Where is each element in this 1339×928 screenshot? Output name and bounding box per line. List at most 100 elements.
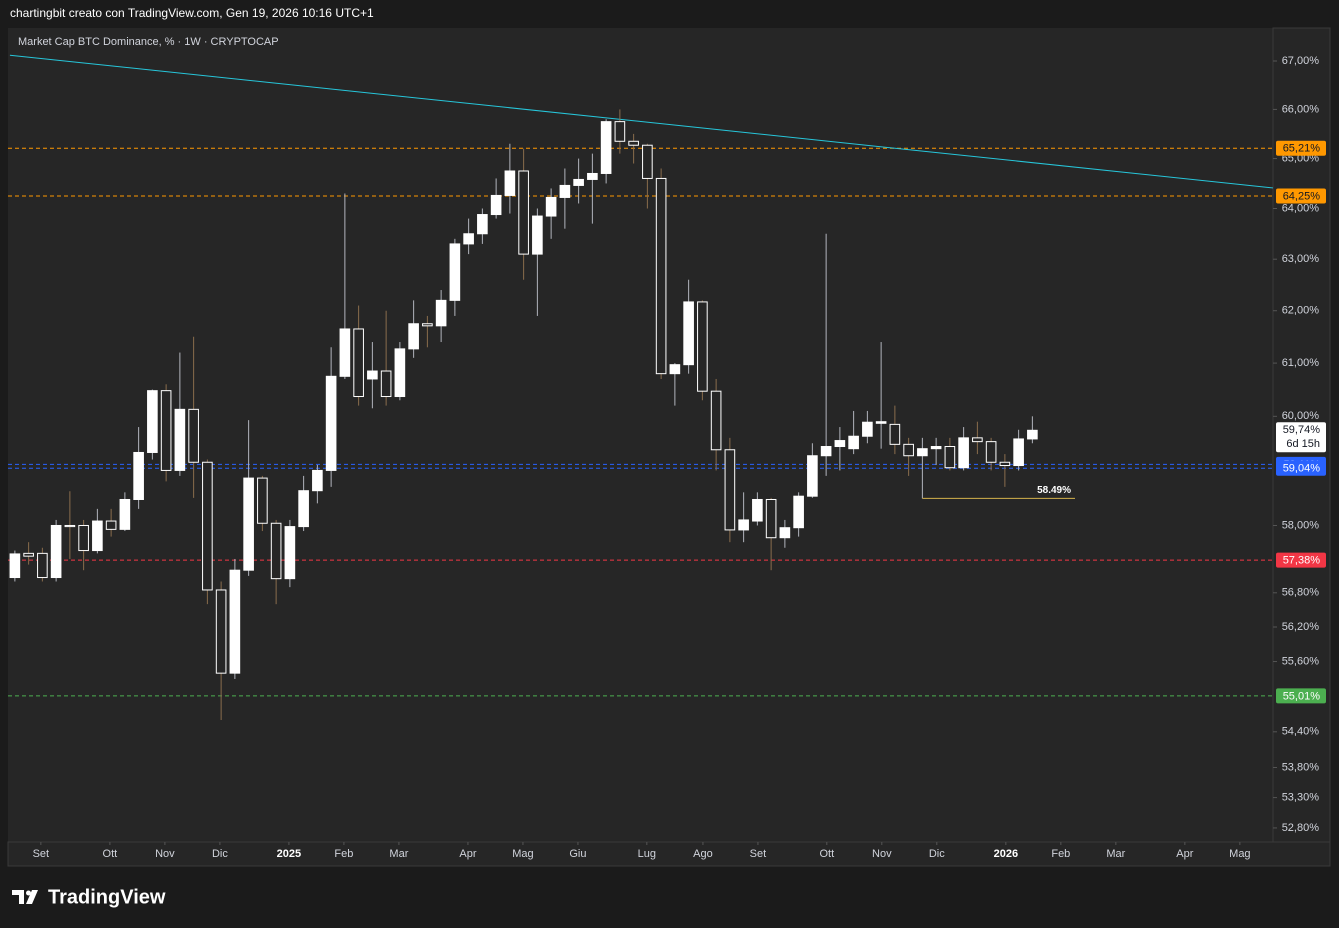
level-badge <box>1276 688 1326 704</box>
level-badge <box>1276 460 1326 476</box>
candle-body <box>463 233 474 245</box>
logo-text: TradingView <box>48 886 166 908</box>
candle-body <box>614 121 626 142</box>
candle-body <box>710 390 722 451</box>
candle-body <box>779 527 791 539</box>
candle-body <box>160 390 172 471</box>
candle-body <box>848 435 859 450</box>
candle-body <box>408 323 419 350</box>
candle-body <box>394 348 406 398</box>
y-tick-label: 53,30% <box>1282 791 1320 803</box>
level-badge <box>1276 140 1326 156</box>
x-tick-label: Feb <box>334 848 353 860</box>
candle-body <box>133 451 144 500</box>
x-tick-label: Dic <box>212 848 228 860</box>
candle-body <box>889 423 901 445</box>
y-tick-label: 58,00% <box>1282 519 1320 531</box>
x-tick-label: Apr <box>1176 848 1193 860</box>
x-tick-label: Feb <box>1051 848 1070 860</box>
candle-body <box>807 455 818 497</box>
x-tick-label: Ott <box>103 848 118 860</box>
candle-body <box>477 214 488 235</box>
candle-body <box>325 375 337 471</box>
candle-body <box>573 178 584 186</box>
x-tick-label: 2026 <box>994 848 1018 860</box>
candle-body <box>628 140 639 146</box>
last-label: 59,74% <box>1283 424 1321 436</box>
candle-body <box>600 121 612 174</box>
candle-body <box>972 437 983 443</box>
candle-body <box>490 194 502 216</box>
candle-body <box>1027 429 1038 440</box>
level-label: 57,38% <box>1283 554 1321 566</box>
candle-body <box>642 144 653 179</box>
candle-body <box>518 170 529 255</box>
candle-body <box>449 243 461 301</box>
x-tick-label: Apr <box>459 848 476 860</box>
candle-body <box>1013 438 1024 467</box>
candle-body <box>284 526 296 580</box>
candle-body <box>655 177 667 375</box>
y-tick-label: 60,00% <box>1282 410 1320 422</box>
candle-body <box>174 408 186 471</box>
annotation-label: 58.49% <box>1037 485 1071 496</box>
candle-body <box>64 524 76 528</box>
level-badge <box>1276 188 1326 204</box>
y-tick-label: 52,80% <box>1282 822 1320 834</box>
logo-icon <box>12 890 38 904</box>
candle-body <box>298 490 309 528</box>
x-tick-label: Nov <box>872 848 892 860</box>
candle-body <box>270 522 282 580</box>
y-tick-label: 64,00% <box>1282 202 1320 214</box>
candle-body <box>188 408 199 463</box>
candle-body <box>50 524 62 579</box>
x-tick-label: Set <box>750 848 767 860</box>
x-tick-label: Ott <box>819 848 834 860</box>
candle-body <box>944 446 956 469</box>
candle-body <box>697 301 708 392</box>
candle-body <box>875 421 887 424</box>
x-tick-label: Set <box>33 848 50 860</box>
time-axis <box>7 841 1331 867</box>
candle-body <box>243 477 254 571</box>
y-tick-label: 61,00% <box>1282 357 1320 369</box>
candle-body <box>37 552 48 579</box>
y-tick-label: 54,40% <box>1282 726 1320 738</box>
candle-body <box>380 370 392 398</box>
candle-body <box>202 461 213 591</box>
y-tick-label: 56,80% <box>1282 587 1320 599</box>
candle-body <box>587 172 598 180</box>
candle-body <box>422 323 433 327</box>
x-tick-label: Mar <box>389 848 408 860</box>
last-badge <box>1276 422 1326 453</box>
candle-body <box>834 440 846 448</box>
y-tick-label: 53,80% <box>1282 761 1320 773</box>
level-label: 65,21% <box>1283 143 1321 155</box>
candle-body <box>92 520 103 552</box>
candle-body <box>229 569 241 674</box>
candle-body <box>353 328 364 398</box>
level-badge <box>1276 552 1326 568</box>
candle-body <box>119 498 131 530</box>
y-tick-label: 62,00% <box>1282 305 1320 317</box>
header: chartingbit creato con TradingView.com, … <box>10 6 374 20</box>
candle-body <box>312 469 323 492</box>
x-tick-label: Dic <box>929 848 945 860</box>
logo-dot <box>26 890 31 896</box>
x-tick-label: 2025 <box>277 848 301 860</box>
candle-body <box>862 421 873 437</box>
candle-body <box>257 477 268 524</box>
candle-body <box>78 524 89 552</box>
x-tick-label: Ago <box>693 848 713 860</box>
x-tick-label: Mag <box>1229 848 1250 860</box>
candle-body <box>999 461 1011 467</box>
candle-body <box>435 299 447 327</box>
candle-body <box>669 364 681 375</box>
candle-body <box>545 196 557 217</box>
candle-body <box>23 552 34 557</box>
logo: TradingView <box>12 886 166 908</box>
x-tick-label: Lug <box>638 848 656 860</box>
candle-body <box>917 448 928 457</box>
plot-area <box>8 28 1273 842</box>
level-label: 64,25% <box>1283 190 1321 202</box>
